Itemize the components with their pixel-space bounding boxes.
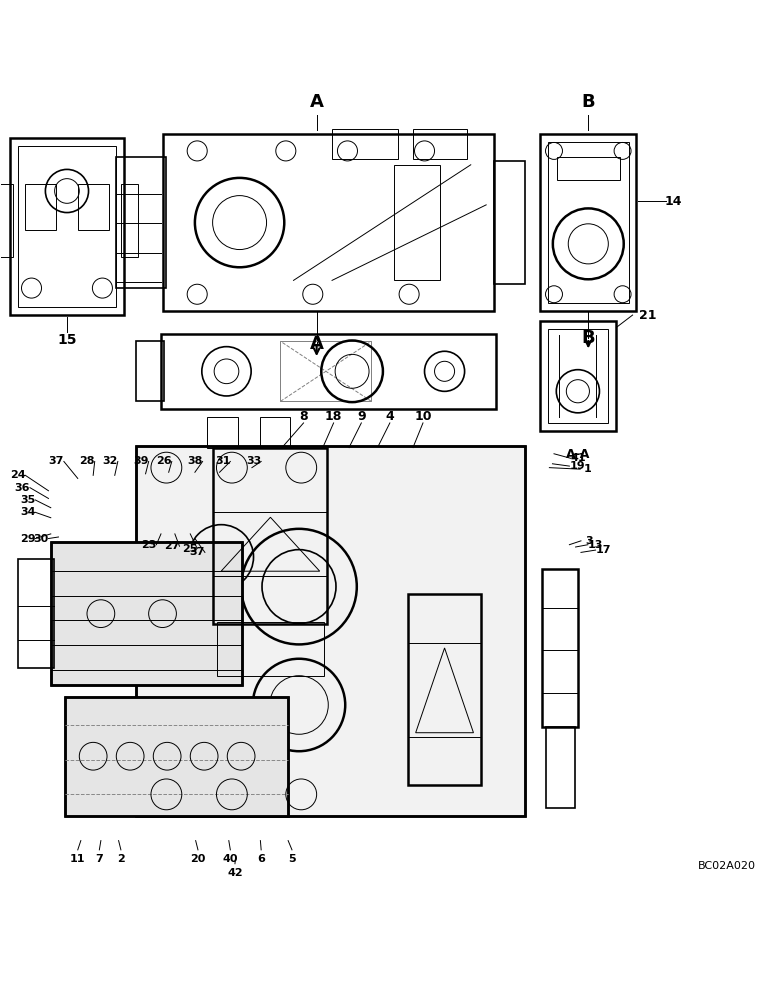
Bar — [161, 334, 496, 409]
Text: 18: 18 — [325, 410, 342, 423]
Bar — [540, 134, 636, 311]
Text: 14: 14 — [665, 195, 682, 208]
Text: 19: 19 — [569, 461, 585, 471]
Bar — [0, 184, 13, 257]
Text: A: A — [310, 335, 323, 353]
Bar — [25, 184, 56, 230]
Text: 26: 26 — [156, 456, 172, 466]
Text: 4: 4 — [385, 410, 394, 423]
Text: 5: 5 — [288, 854, 296, 864]
Text: 7: 7 — [96, 854, 103, 864]
Bar — [494, 161, 525, 284]
Text: 38: 38 — [187, 456, 202, 466]
Text: 32: 32 — [103, 456, 118, 466]
Bar — [65, 697, 288, 816]
Text: 1: 1 — [584, 464, 592, 474]
Text: 41: 41 — [571, 453, 587, 463]
Text: A-A: A-A — [566, 448, 590, 461]
Bar — [117, 157, 167, 288]
Bar — [121, 184, 138, 257]
Text: 35: 35 — [20, 495, 36, 505]
Text: 17: 17 — [595, 545, 611, 555]
Bar — [137, 341, 164, 401]
Bar — [557, 157, 620, 180]
Text: 40: 40 — [222, 854, 238, 864]
Text: 37: 37 — [189, 547, 205, 557]
Text: 15: 15 — [57, 333, 76, 347]
Text: 2: 2 — [117, 854, 125, 864]
Text: A: A — [310, 93, 323, 111]
Text: 33: 33 — [245, 456, 261, 466]
Text: 13: 13 — [588, 540, 603, 550]
Bar — [136, 446, 525, 816]
Bar — [408, 594, 481, 785]
Text: 36: 36 — [15, 483, 30, 493]
Bar — [413, 129, 467, 159]
Text: 10: 10 — [415, 410, 432, 423]
Bar — [207, 417, 238, 448]
Bar — [78, 184, 109, 230]
Text: B: B — [581, 329, 595, 347]
Text: 39: 39 — [134, 456, 149, 466]
Bar — [217, 622, 323, 676]
Bar — [394, 165, 440, 280]
Bar — [51, 542, 242, 685]
Bar — [51, 542, 242, 685]
Text: 11: 11 — [70, 854, 86, 864]
Bar — [280, 341, 371, 401]
Bar — [548, 329, 608, 423]
Text: 20: 20 — [190, 854, 205, 864]
Bar — [259, 417, 290, 448]
Text: 8: 8 — [300, 410, 308, 423]
Text: 3: 3 — [585, 536, 592, 546]
Text: 21: 21 — [638, 309, 656, 322]
Bar — [548, 142, 628, 303]
Bar — [18, 146, 117, 307]
Bar — [163, 134, 494, 311]
Text: 28: 28 — [80, 456, 95, 466]
Bar — [332, 129, 398, 159]
Bar — [546, 727, 575, 808]
Bar — [540, 321, 615, 431]
Bar — [19, 559, 54, 668]
Bar — [10, 138, 124, 315]
Text: 30: 30 — [33, 534, 49, 544]
Text: 34: 34 — [20, 507, 36, 517]
Bar — [65, 697, 288, 816]
Bar — [136, 446, 525, 816]
Text: 27: 27 — [164, 541, 180, 551]
Text: B: B — [581, 93, 595, 111]
Text: 6: 6 — [257, 854, 265, 864]
Bar — [213, 448, 327, 624]
Text: 37: 37 — [49, 456, 64, 466]
Text: 24: 24 — [10, 470, 25, 480]
Text: 31: 31 — [215, 456, 230, 466]
Text: 23: 23 — [141, 540, 157, 550]
Text: 25: 25 — [182, 544, 197, 554]
Text: 42: 42 — [227, 868, 242, 878]
Text: 9: 9 — [357, 410, 366, 423]
Text: 29: 29 — [20, 534, 36, 544]
Bar — [543, 569, 578, 727]
Text: BC02A020: BC02A020 — [698, 861, 756, 871]
